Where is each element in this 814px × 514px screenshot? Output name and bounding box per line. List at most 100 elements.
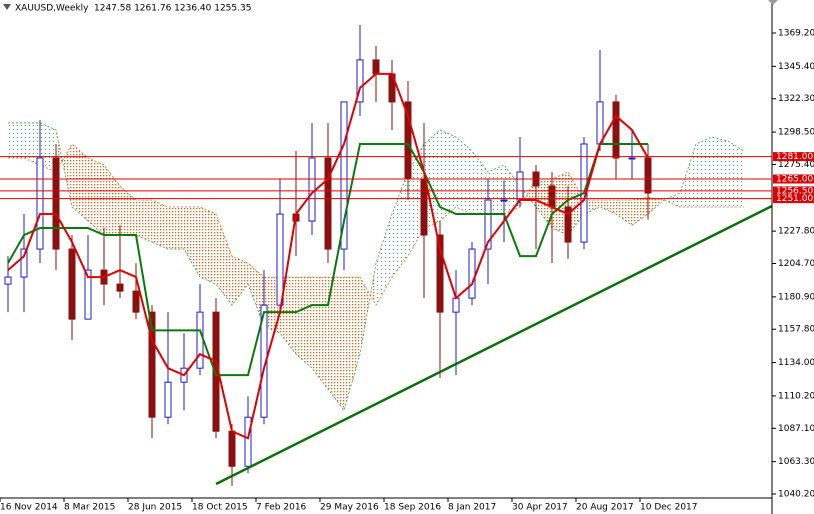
level-label: 1251.00 — [776, 194, 813, 204]
y-tick-label: 1157.80 — [778, 325, 814, 335]
candle-body — [20, 248, 28, 278]
candle-body — [36, 157, 44, 250]
cloud-fill — [152, 200, 168, 250]
candle-body — [196, 311, 204, 369]
candle-body — [52, 157, 60, 250]
cloud-fill — [376, 214, 392, 306]
cloud-fill — [568, 172, 584, 236]
cloud-fill — [88, 157, 104, 236]
level-label: 1265.00 — [776, 175, 813, 185]
y-tick-label: 1369.20 — [778, 28, 814, 38]
candle-body — [164, 381, 172, 418]
candle-body — [308, 157, 316, 222]
cloud-fill — [8, 122, 24, 158]
x-tick-label: 7 Feb 2016 — [256, 503, 307, 513]
cloud-fill — [488, 164, 504, 215]
cloud-fill — [360, 263, 376, 355]
x-tick-label: 16 Nov 2014 — [0, 503, 58, 513]
cloud-fill — [328, 277, 344, 411]
cloud-fill — [616, 200, 632, 226]
candle-body — [68, 248, 76, 320]
x-tick-label: 29 May 2016 — [320, 503, 379, 513]
candle-body — [516, 171, 524, 201]
x-tick-label: 8 Mar 2015 — [64, 503, 115, 513]
kijun-line — [7, 142, 648, 377]
level-label: 1281.00 — [776, 152, 813, 162]
cloud-fill — [408, 143, 424, 257]
y-tick-label: 1204.70 — [778, 259, 814, 269]
cloud-fill — [40, 122, 56, 173]
x-tick-label: 18 Oct 2015 — [192, 503, 248, 513]
y-tick-label: 1275.40 — [778, 160, 814, 170]
candle-body — [132, 290, 140, 313]
cloud-fill — [248, 263, 264, 327]
y-tick-label: 1227.80 — [778, 227, 814, 237]
x-tick-label: 18 Sep 2016 — [384, 503, 441, 513]
candle-body — [452, 297, 460, 313]
y-tick-label: 1040.20 — [778, 490, 814, 500]
cloud-fill — [632, 197, 648, 226]
x-tick-label: 8 Jan 2017 — [448, 503, 496, 513]
x-tick-label: 28 Jun 2015 — [128, 503, 182, 513]
y-tick-label: 1134.00 — [778, 358, 814, 368]
x-tick-label: 20 Aug 2017 — [576, 503, 634, 513]
cloud-fill — [552, 172, 568, 236]
cloud-fill — [24, 122, 40, 165]
cloud-fill — [712, 136, 728, 208]
candle-body — [116, 283, 124, 292]
candle-body — [468, 248, 476, 299]
candle-body — [596, 101, 604, 145]
candle-body — [244, 416, 252, 467]
cloud-fill — [72, 143, 88, 222]
candle-body — [4, 276, 12, 285]
cloud-fill — [664, 193, 680, 208]
cloud-fill — [296, 277, 312, 369]
chart-title: XAUUSD,Weekly — [15, 4, 89, 14]
cloud-fill — [600, 200, 616, 215]
candle-body — [564, 206, 572, 243]
candle-body — [372, 59, 380, 75]
y-tick-label: 1322.30 — [778, 94, 814, 104]
cloud-fill — [264, 277, 280, 334]
x-tick-label: 10 Dec 2017 — [640, 503, 698, 513]
y-tick-label: 1180.90 — [778, 292, 814, 302]
candle-body — [356, 59, 364, 103]
candle-body — [228, 430, 236, 467]
candle-body — [612, 101, 620, 159]
candle-body — [548, 185, 556, 208]
x-tick-label: 30 Apr 2017 — [512, 503, 568, 513]
candle-body — [148, 311, 156, 418]
candle-body — [84, 269, 92, 320]
y-tick-label: 1298.50 — [778, 128, 814, 138]
shift-marker[interactable] — [768, 0, 778, 5]
cloud-fill — [728, 141, 744, 208]
cloud-fill — [216, 214, 232, 306]
candle-body — [420, 178, 428, 236]
cloud-fill — [104, 164, 120, 236]
cloud-fill — [200, 207, 216, 285]
candle-body — [644, 157, 652, 194]
candle-body — [628, 157, 636, 160]
level-label-box — [773, 152, 814, 162]
level-label: 1256.50 — [776, 186, 813, 196]
chart-menu-icon[interactable] — [3, 4, 11, 10]
cloud-fill — [136, 200, 152, 243]
cloud-fill — [504, 164, 520, 215]
cloud-fill — [280, 277, 296, 355]
cloud-span-b — [8, 143, 744, 306]
candle-body — [324, 157, 332, 250]
y-tick-label: 1345.40 — [778, 62, 814, 72]
cloud-fill — [232, 256, 248, 306]
trendline — [215, 204, 773, 486]
level-label-box — [773, 174, 814, 184]
chart-ohlc: 1247.58 1261.76 1236.40 1255.35 — [94, 4, 251, 14]
candle-body — [436, 234, 444, 313]
cloud-fill — [344, 277, 360, 411]
candle-body — [276, 213, 284, 306]
candle-body — [484, 199, 492, 250]
cloud-fill — [168, 207, 184, 250]
level-label-box — [773, 186, 814, 196]
y-tick-label: 1110.20 — [778, 391, 814, 401]
candle-body — [340, 101, 348, 250]
